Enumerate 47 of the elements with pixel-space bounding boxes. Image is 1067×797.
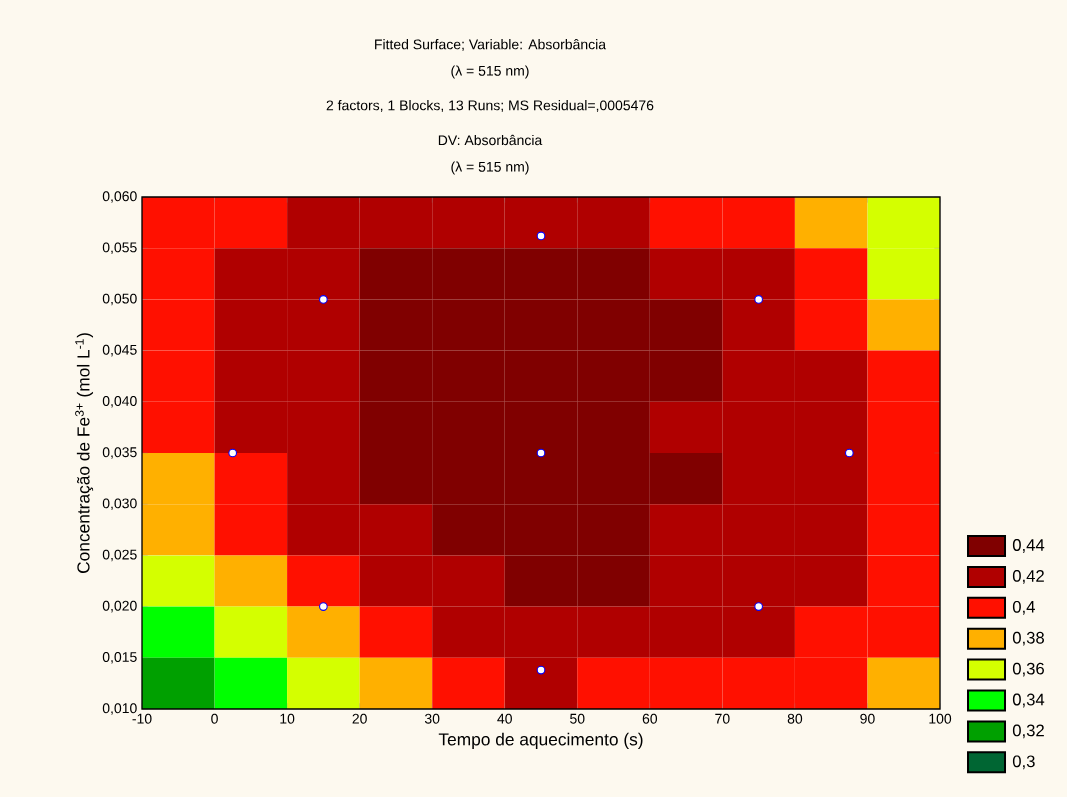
- x-axis-title: Tempo de aquecimento (s): [438, 732, 643, 749]
- color-bar-label: 0,34: [1012, 693, 1045, 708]
- color-bar-label: 0,36: [1012, 662, 1044, 677]
- color-bar-label: 0,4: [1012, 600, 1035, 615]
- y-tick-label: 0,035: [102, 447, 137, 459]
- point: [536, 665, 546, 675]
- y-tick-label: 0,045: [102, 344, 137, 357]
- x-tick-label: 30: [424, 713, 440, 724]
- text: DV: Absorbância: [438, 134, 543, 146]
- x-tick-label: 50: [570, 713, 585, 724]
- y-tick-label: 0,050: [102, 293, 137, 306]
- text: (λ = 515 nm): [451, 161, 529, 175]
- color-bar-label: 0,32: [1012, 724, 1044, 739]
- y-tick-label: 0,020: [102, 600, 137, 613]
- chart-subtitle: (λ = 515 nm): [451, 65, 529, 79]
- y-tick-label: 0,055: [102, 242, 137, 254]
- x-tick-label: 100: [929, 713, 952, 724]
- y-tick-label: 0,060: [102, 191, 137, 203]
- point: [536, 231, 546, 241]
- point: [536, 448, 546, 458]
- x-tick-label: 70: [715, 713, 730, 724]
- point: [754, 295, 763, 304]
- point: [844, 448, 854, 458]
- x-tick-label: 80: [787, 713, 803, 724]
- y-tick-label: 0,040: [102, 396, 137, 408]
- color-bar-label: 0,38: [1012, 631, 1044, 646]
- y-tick-label: 0,015: [102, 652, 137, 664]
- color-bar-label: 0,3: [1012, 755, 1035, 770]
- point: [754, 602, 763, 611]
- x-tick-label: 40: [497, 713, 512, 724]
- x-tick-label: 0: [211, 713, 218, 724]
- text: 2 factors, 1 Blocks, 13 Runs; MS Residual=,0005476: [326, 100, 654, 112]
- point: [319, 295, 328, 304]
- y-axis-title: Concentração de Fe$^{3+}$ (mol L$^{-1}$): [75, 333, 94, 573]
- y-tick-label: 0,010: [102, 703, 137, 715]
- point: [319, 602, 328, 611]
- y-tick-label: 0,030: [102, 498, 137, 510]
- point: [228, 448, 238, 458]
- y-tick-label: 0,025: [102, 549, 137, 562]
- x-tick-label: 10: [280, 713, 295, 724]
- x-tick-label: -10: [132, 713, 152, 724]
- x-tick-label: 20: [352, 713, 367, 724]
- color-bar-label: 0,44: [1012, 539, 1045, 553]
- x-tick-label: 60: [642, 713, 658, 724]
- x-tick-label: 90: [860, 713, 875, 724]
- color-bar-label: 0,42: [1012, 570, 1044, 584]
- chart-title: Fitted Surface; Variable: Absorbância: [375, 39, 607, 51]
